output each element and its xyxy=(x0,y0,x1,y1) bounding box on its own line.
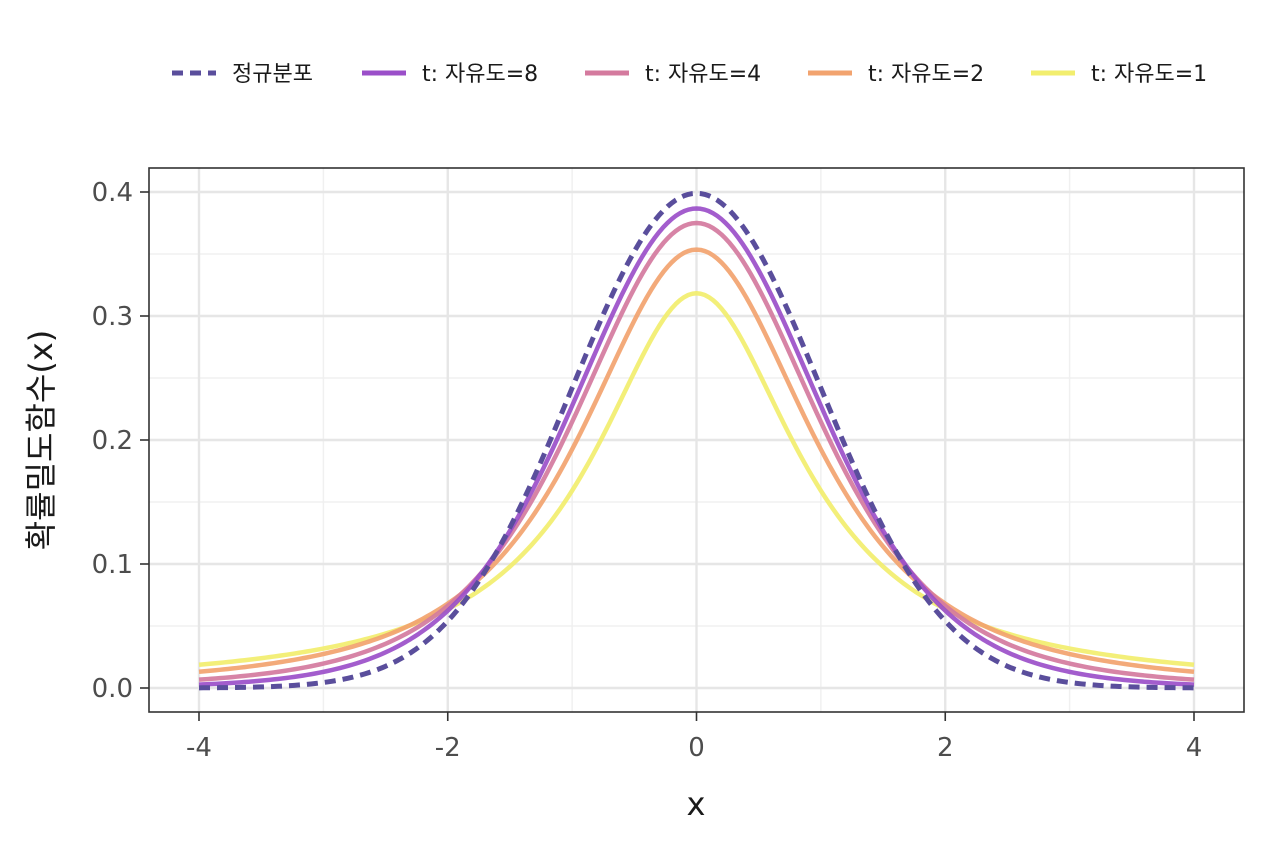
series-line-normal xyxy=(198,190,1195,691)
legend-item-t-df4: t: 자유도=4 xyxy=(585,62,761,87)
series-line-t-df1 xyxy=(198,291,1195,668)
legend-label: t: 자유도=2 xyxy=(868,62,984,87)
legend-item-normal: 정규분포 xyxy=(172,62,313,87)
legend-item-t-df1: t: 자유도=1 xyxy=(1031,62,1207,87)
legend-item-t-df8: t: 자유도=8 xyxy=(362,62,538,87)
series-line-t-df2 xyxy=(198,247,1195,675)
x-tick-label: 0 xyxy=(688,733,705,763)
legend-item-t-df2: t: 자유도=2 xyxy=(808,62,984,87)
y-axis-title: 확률밀도함수(x) xyxy=(22,330,60,551)
axis-layer: -4 -2 0 2 4 0.0 0.1 0.2 0.3 0.4 xyxy=(92,178,1203,763)
x-tick-label: -4 xyxy=(186,733,212,763)
legend-label: t: 자유도=1 xyxy=(1091,62,1207,87)
y-tick-label: 0.3 xyxy=(92,302,133,332)
x-tick-label: -2 xyxy=(435,733,461,763)
grid-layer xyxy=(149,168,1244,712)
y-tick-label: 0.0 xyxy=(92,674,133,704)
y-tick-label: 0.2 xyxy=(92,426,133,456)
y-tick-label: 0.4 xyxy=(92,178,133,208)
legend-label: 정규분포 xyxy=(232,62,313,87)
x-axis-title: x xyxy=(687,785,706,823)
legend-label: t: 자유도=8 xyxy=(422,62,538,87)
x-tick-label: 4 xyxy=(1186,733,1203,763)
series-line-t-df8 xyxy=(198,206,1195,687)
series-line-t-df4 xyxy=(198,220,1195,682)
series-layer xyxy=(198,190,1195,691)
y-tick-label: 0.1 xyxy=(92,550,133,580)
legend-label: t: 자유도=4 xyxy=(645,62,761,87)
x-tick-label: 2 xyxy=(937,733,954,763)
legend: 정규분포 t: 자유도=8 t: 자유도=4 t: 자유도=2 t: 자유도=1 xyxy=(172,62,1207,87)
